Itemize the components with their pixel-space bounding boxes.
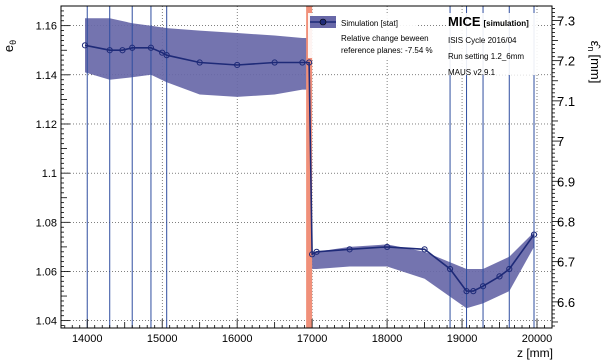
series-point-4 <box>147 44 155 51</box>
y2-tick-label-0: 6.6 <box>557 295 575 310</box>
legend-entry: Simulation [stat] <box>341 19 398 28</box>
y-tick-label-5: 1.14 <box>36 70 57 82</box>
series-point-19 <box>470 288 477 295</box>
y-axis-right-label-unit: [mm] <box>588 54 603 83</box>
series-point-7 <box>196 59 203 66</box>
series-point-5 <box>159 49 166 56</box>
x-axis-label: z [mm] <box>517 346 553 360</box>
series-point-15 <box>383 243 391 250</box>
series-point-22 <box>506 265 513 273</box>
series-point-13 <box>313 248 320 255</box>
x-tick-label-6: 20000 <box>522 333 553 345</box>
x-tick-label-0: 14000 <box>72 333 103 345</box>
annotation-background <box>446 13 538 75</box>
series-point-11 <box>306 59 313 66</box>
annotation-experiment: MICE [simulation] <box>448 14 529 29</box>
series-point-9 <box>271 59 278 66</box>
series-point-0 <box>81 42 89 49</box>
annotation-line-3: MAUS v2.9.1 <box>448 68 496 77</box>
y2-tick-label-2: 6.8 <box>557 214 575 229</box>
y-axis-right-label: ε̂n [mm] <box>586 41 603 84</box>
series-point-2 <box>119 47 126 54</box>
x-tick-label-2: 16000 <box>222 333 253 345</box>
absorber-marker <box>306 6 313 328</box>
error-band <box>85 18 534 309</box>
error-band-area <box>85 18 534 309</box>
y-axis-left-label-sub: θ <box>8 40 18 45</box>
y-tick-label-3: 1.1 <box>42 168 57 180</box>
y-tick-label-4: 1.12 <box>36 119 57 131</box>
annotation-box: MICE [simulation] ISIS Cycle 2016/04 Run … <box>446 13 538 77</box>
series-point-6 <box>163 52 170 59</box>
series-point-17 <box>446 265 454 273</box>
y2-tick-label-3: 6.9 <box>557 174 575 189</box>
annotation-experiment-name: MICE <box>448 14 481 29</box>
series-point-18 <box>463 288 470 295</box>
legend-marker-swatch <box>319 18 327 26</box>
x-tick-label-3: 17000 <box>297 333 328 345</box>
series-point-1 <box>106 47 113 54</box>
y-axis-left-label-base: e <box>1 45 16 52</box>
series-point-16 <box>421 246 428 253</box>
x-tick-label-4: 18000 <box>372 333 403 345</box>
series-point-8 <box>234 61 241 69</box>
y-axis-left: 1.04 1.06 1.08 1.1 1.12 1.14 1.16 <box>36 10 70 328</box>
y-axis-right: 6.6 6.7 6.8 6.9 7 7.1 7.2 7.3 <box>551 6 575 328</box>
series-point-21 <box>496 273 503 280</box>
legend: Simulation [stat] Relative change beween… <box>308 13 433 58</box>
y2-tick-label-5: 7.1 <box>557 94 575 109</box>
series-point-14 <box>346 246 353 253</box>
y-axis-right-label-sub: n <box>586 46 596 51</box>
series-point-3 <box>129 44 136 51</box>
y-tick-label-6: 1.16 <box>36 21 57 33</box>
annotation-line-2: Run setting 1.2_6mm <box>448 52 524 61</box>
y-tick-label-0: 1.04 <box>36 316 57 328</box>
y-axis-left-label: eθ <box>1 40 18 52</box>
y2-tick-label-6: 7.2 <box>557 54 575 69</box>
annotation-line-1: ISIS Cycle 2016/04 <box>448 36 517 45</box>
y2-tick-label-7: 7.3 <box>557 13 575 28</box>
series-point-10 <box>299 59 306 66</box>
absorber-bar <box>306 6 313 328</box>
x-tick-label-1: 15000 <box>147 333 178 345</box>
y2-tick-label-1: 6.7 <box>557 255 575 270</box>
annotation-experiment-suffix: [simulation] <box>484 19 530 28</box>
y2-tick-label-4: 7 <box>557 134 564 149</box>
legend-note-line-1: Relative change beween <box>341 34 429 43</box>
series-point-12 <box>309 251 316 258</box>
series-point-20 <box>479 283 487 290</box>
x-axis: 14000 15000 16000 17000 18000 19000 20000 <box>64 319 553 345</box>
y-tick-label-1: 1.06 <box>36 266 57 278</box>
series-point-23 <box>530 231 538 238</box>
x-tick-label-5: 19000 <box>447 333 478 345</box>
y-tick-label-2: 1.08 <box>36 217 57 229</box>
y-axis-right-label-base: ε̂ <box>588 41 603 50</box>
legend-note-line-2: reference planes: -7.54 % <box>341 46 433 55</box>
series-simulation <box>81 42 538 295</box>
